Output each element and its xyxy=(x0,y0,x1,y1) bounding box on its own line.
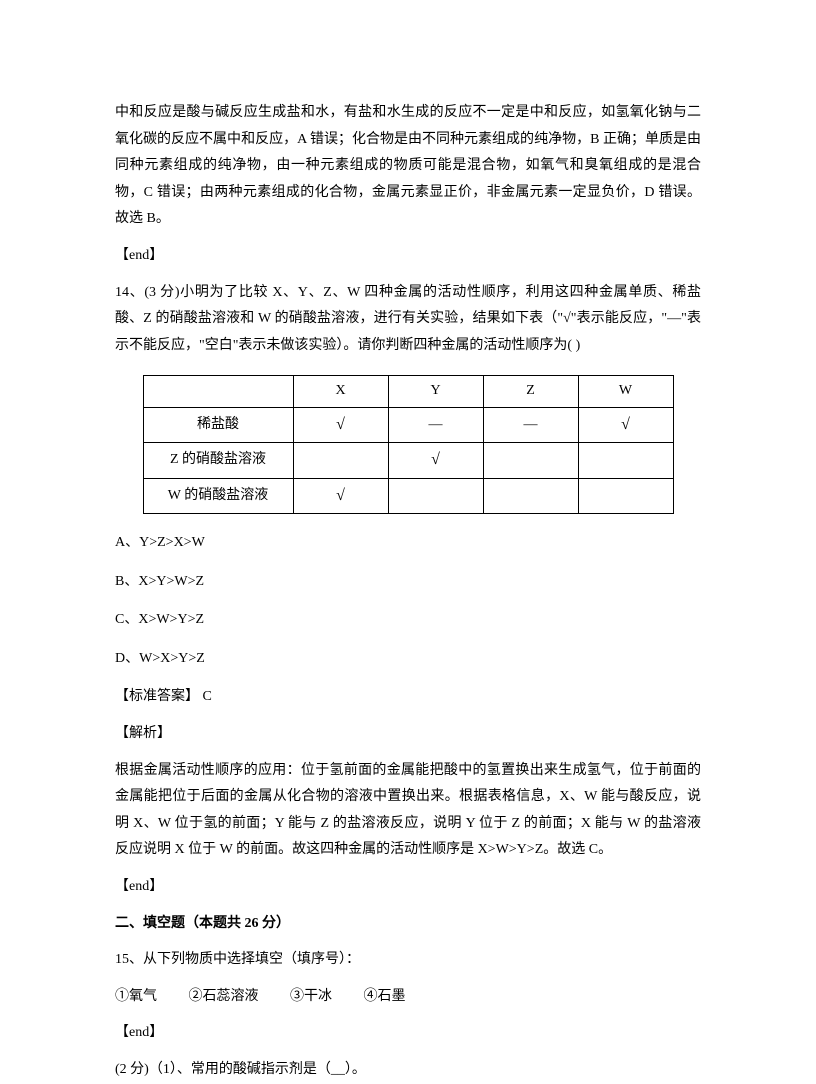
q14-table-wrap: X Y Z W 稀盐酸 √ — — √ Z 的硝酸盐溶液 √ W 的硝酸盐溶液 … xyxy=(115,375,701,514)
analysis-label: 【解析】 xyxy=(115,721,701,748)
row-label: W 的硝酸盐溶液 xyxy=(143,478,293,513)
cell: √ xyxy=(388,443,483,478)
q15-items: ①氧气 ②石蕊溶液 ③干冰 ④石墨 xyxy=(115,984,701,1011)
cell: — xyxy=(388,407,483,442)
cell: √ xyxy=(578,407,673,442)
option-a: A、Y>Z>X>W xyxy=(115,530,701,557)
end-marker: 【end】 xyxy=(115,874,701,901)
option-b: B、X>Y>W>Z xyxy=(115,569,701,596)
table-header-row: X Y Z W xyxy=(143,376,673,408)
q14-table: X Y Z W 稀盐酸 √ — — √ Z 的硝酸盐溶液 √ W 的硝酸盐溶液 … xyxy=(143,375,674,514)
q14-stem: 14、(3 分)小明为了比较 X、Y、Z、W 四种金属的活动性顺序，利用这四种金… xyxy=(115,280,701,360)
fill-item-2: ②石蕊溶液 xyxy=(189,984,259,1011)
standard-answer: 【标准答案】 C xyxy=(115,684,701,711)
q15-stem: 15、从下列物质中选择填空（填序号）： xyxy=(115,947,701,974)
row-label: Z 的硝酸盐溶液 xyxy=(143,443,293,478)
header-x: X xyxy=(293,376,388,408)
cell: √ xyxy=(293,407,388,442)
cell xyxy=(293,443,388,478)
end-marker: 【end】 xyxy=(115,1020,701,1047)
cell xyxy=(483,443,578,478)
header-blank xyxy=(143,376,293,408)
cell xyxy=(388,478,483,513)
option-d: D、W>X>Y>Z xyxy=(115,646,701,673)
cell: — xyxy=(483,407,578,442)
cell xyxy=(483,478,578,513)
header-w: W xyxy=(578,376,673,408)
header-z: Z xyxy=(483,376,578,408)
analysis-text: 根据金属活动性顺序的应用：位于氢前面的金属能把酸中的氢置换出来生成氢气，位于前面… xyxy=(115,758,701,864)
fill-item-1: ①氧气 xyxy=(115,984,157,1011)
explanation-paragraph: 中和反应是酸与碱反应生成盐和水，有盐和水生成的反应不一定是中和反应，如氢氧化钠与… xyxy=(115,100,701,233)
table-row: Z 的硝酸盐溶液 √ xyxy=(143,443,673,478)
cell: √ xyxy=(293,478,388,513)
fill-item-4: ④石墨 xyxy=(364,984,406,1011)
table-row: 稀盐酸 √ — — √ xyxy=(143,407,673,442)
cell xyxy=(578,443,673,478)
option-c: C、X>W>Y>Z xyxy=(115,607,701,634)
table-row: W 的硝酸盐溶液 √ xyxy=(143,478,673,513)
fill-item-3: ③干冰 xyxy=(290,984,332,1011)
header-y: Y xyxy=(388,376,483,408)
end-marker: 【end】 xyxy=(115,243,701,270)
section-2-header: 二、填空题（本题共 26 分） xyxy=(115,911,701,938)
row-label: 稀盐酸 xyxy=(143,407,293,442)
cell xyxy=(578,478,673,513)
q15-sub1: (2 分)（1）、常用的酸碱指示剂是（__）。 xyxy=(115,1057,701,1084)
